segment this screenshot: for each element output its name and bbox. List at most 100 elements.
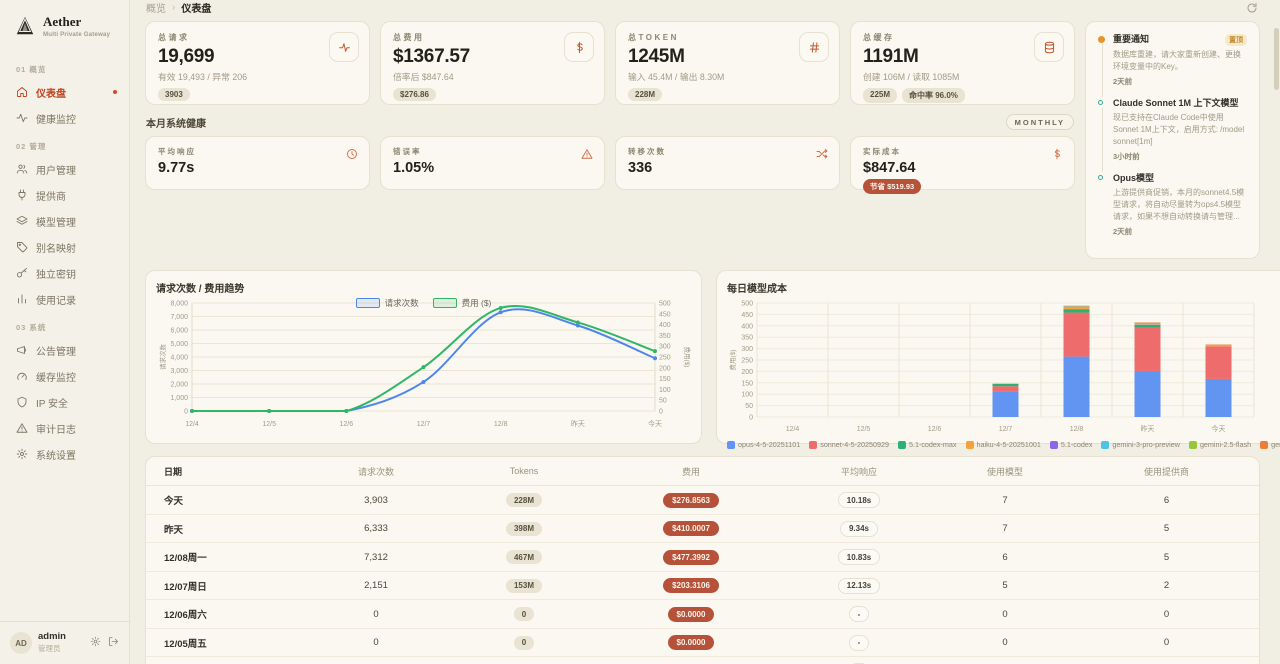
aether-logo-icon (16, 16, 34, 35)
cell-cost: $410.0007 (602, 521, 780, 536)
cell-requests: 2,151 (364, 580, 388, 591)
dollar-icon (1054, 148, 1060, 160)
notifications-panel: 重要通知 置顶 数据库重建，请大家重新创建、更换环境变量中的Key。 2天前 Claud… (1085, 21, 1260, 260)
stat-value: 19,699 (158, 46, 215, 67)
sidebar-item-ip-security[interactable]: IP 安全 (0, 389, 129, 415)
svg-text:12/7: 12/7 (999, 426, 1013, 433)
sidebar-item-alias-mapping[interactable]: 别名映射 (0, 234, 129, 260)
cell-models: 0 (1002, 637, 1008, 648)
sidebar-item-dashboard[interactable]: 仪表盘 (0, 79, 129, 105)
legend-item[interactable]: 请求次数 (355, 297, 419, 309)
legend-item[interactable]: 费用 ($) (432, 297, 491, 309)
stat-subtext: 倍率后 $847.64 (393, 72, 454, 82)
sidebar-item-usage-records[interactable]: 使用记录 (0, 286, 129, 312)
pinned-badge: 置顶 (1225, 34, 1247, 46)
sidebar-item-audit-logs[interactable]: 审计日志 (0, 415, 129, 441)
legend-item[interactable]: sonnet-4-5-20250929 (809, 440, 889, 449)
legend-item[interactable]: haiku-4-5-20251001 (965, 440, 1041, 449)
legend-label: gemini-2.5-flash (1199, 440, 1252, 450)
refresh-icon[interactable] (1246, 2, 1258, 14)
svg-text:3,000: 3,000 (170, 368, 188, 375)
svg-text:150: 150 (659, 376, 671, 383)
user-actions (90, 636, 119, 650)
svg-text:500: 500 (659, 301, 671, 308)
sidebar-nav: 01 概览 仪表盘 健康监控 02 管理 用户管理 提供商 模型管理 别名映射 独立密钥 使用记录… (0, 48, 129, 621)
sidebar-item-cache-monitor[interactable]: 缓存监控 (0, 363, 129, 389)
stat-badge: 命中率 96.0% (902, 88, 965, 103)
sidebar-item-independent-keys[interactable]: 独立密钥 (0, 260, 129, 286)
settings-button[interactable] (90, 636, 101, 650)
legend-item[interactable]: gemini-3-pro-preview (1101, 440, 1180, 449)
svg-text:50: 50 (659, 398, 667, 405)
notification-item[interactable]: 重要通知 置顶 数据库重建，请大家重新创建、更换环境变量中的Key。 2天前 (1098, 34, 1247, 98)
notification-item[interactable]: Claude Sonnet 1M 上下文模型 现已支持在Claude Code中使… (1098, 98, 1247, 173)
legend-swatch (1260, 440, 1269, 449)
clock-icon (347, 149, 357, 159)
table-header-cell: 平均响应 (840, 466, 877, 477)
notification-body: 数据库重建，请大家重新创建、更换环境变量中的Key。 (1113, 50, 1241, 71)
sidebar-item-providers[interactable]: 提供商 (0, 182, 129, 208)
sidebar-item-label: 系统设置 (36, 450, 76, 462)
sidebar-item-label: 别名映射 (36, 243, 76, 255)
cell-tokens: 398M (446, 521, 602, 536)
activity-icon (16, 113, 28, 123)
stat-value: 1191M (863, 46, 919, 67)
health-label: 平均响应 (158, 147, 196, 156)
shuffle-icon (816, 149, 828, 159)
window-scrollbar[interactable] (1274, 0, 1279, 664)
stat-icon-box (564, 32, 594, 62)
stat-badge: 225M (863, 88, 898, 103)
stat-label: 总TOKEN (628, 33, 679, 42)
cell-providers: 0 (1163, 608, 1170, 620)
tag-icon (17, 242, 28, 253)
sidebar-item-system-settings[interactable]: 系统设置 (0, 441, 129, 467)
legend-item[interactable]: 5.1-codex (1049, 440, 1092, 449)
cell-requests: 7,312 (364, 551, 388, 563)
svg-text:昨天: 昨天 (571, 419, 585, 428)
avatar: AD (10, 632, 32, 654)
sidebar-item-model-management[interactable]: 模型管理 (0, 208, 129, 234)
cell-models: 6 (1002, 551, 1008, 563)
scrollbar-thumb[interactable] (1274, 28, 1279, 90)
sidebar-item-announcements[interactable]: 公告管理 (0, 337, 129, 363)
health-card-avg-response: 平均响应 9.77s (145, 136, 370, 190)
cell-providers: 5 (1163, 551, 1170, 563)
cell-tokens: 0 (446, 607, 602, 621)
cell-providers: 2 (1163, 580, 1170, 591)
sidebar-item-health-monitor[interactable]: 健康监控 (0, 105, 129, 131)
cell-date: 昨天 (164, 524, 184, 536)
health-label: 错误率 (393, 147, 422, 156)
cell-cost: $0.0000 (602, 635, 780, 650)
gear-icon (90, 636, 101, 647)
breadcrumb-parent[interactable]: 概览 (146, 4, 166, 15)
svg-text:12/4: 12/4 (185, 421, 199, 428)
user-name: admin (38, 631, 66, 643)
logout-button[interactable] (108, 636, 119, 650)
table-row: 12/08周一 7,312 467M $477.3992 10.83s 6 5 (146, 543, 1259, 572)
svg-text:0: 0 (749, 415, 753, 422)
sidebar-item-user-management[interactable]: 用户管理 (0, 156, 129, 182)
svg-text:5,000: 5,000 (170, 341, 188, 348)
daily-model-cost-chart-card: 每日模型成本 0 50 100 150 200 250 300 350 400 450 500 12/… (716, 270, 1280, 449)
legend-swatch (355, 298, 380, 309)
svg-text:12/8: 12/8 (494, 421, 508, 428)
health-value: $847.64 (863, 160, 916, 176)
svg-text:400: 400 (659, 322, 671, 329)
notification-item[interactable]: Opus模型 上游提供商促销，本月的sonnet4.5模型请求，将自动尽量转为op… (1098, 173, 1247, 237)
health-section-header: 本月系统健康 MONTHLY (146, 114, 1074, 130)
cell-response: - (780, 634, 938, 651)
cell-requests: 0 (373, 608, 379, 620)
cell-cost: $0.0000 (602, 606, 780, 622)
svg-text:昨天: 昨天 (1141, 424, 1155, 433)
sidebar-item-label: 健康监控 (36, 114, 76, 126)
topbar: 概览 › 仪表盘 (130, 0, 1280, 15)
legend-item[interactable]: opus-4-5-20251101 (727, 440, 800, 449)
svg-text:0: 0 (659, 409, 663, 416)
breadcrumb-separator: › (172, 2, 176, 13)
logo: Aether Multi Private Gateway (0, 0, 129, 48)
legend-item[interactable]: gemini-2.5-flash (1188, 440, 1252, 450)
legend-item[interactable]: gemini-3-pro-image-preview (1260, 440, 1280, 449)
sidebar-item-label: 仪表盘 (36, 88, 66, 100)
legend-item[interactable]: 5.1-codex-max (897, 440, 957, 449)
stat-label: 总请求 (158, 33, 190, 42)
